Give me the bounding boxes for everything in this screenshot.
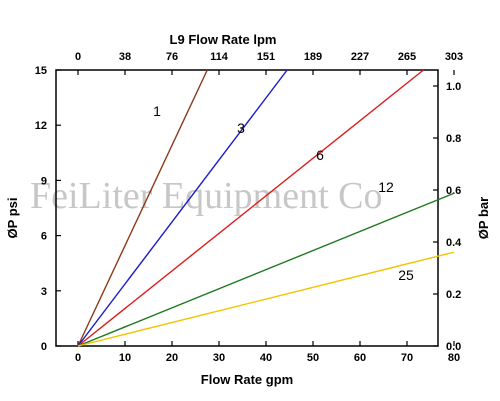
y-left-tick-label: 6 xyxy=(41,231,47,243)
y-right-tick-label: 0.6 xyxy=(446,185,461,197)
y-right-tick-label: 0.2 xyxy=(446,289,461,301)
top-tick-label: 0 xyxy=(75,51,81,63)
series-label-6: 6 xyxy=(316,147,324,163)
x-axis-title: Flow Rate gpm xyxy=(201,372,293,387)
top-tick-label: 303 xyxy=(445,51,463,63)
series-label-3: 3 xyxy=(237,120,245,136)
y-left-tick-label: 3 xyxy=(41,286,47,298)
series-label-12: 12 xyxy=(378,179,394,195)
top-tick-label: 38 xyxy=(119,51,131,63)
plot-frame xyxy=(55,69,439,347)
series-line-6 xyxy=(77,69,424,347)
top-tick-label: 76 xyxy=(166,51,178,63)
top-tick-label: 151 xyxy=(257,51,275,63)
y-right-tick-label: 1.0 xyxy=(446,81,461,93)
x-tick-label: 0 xyxy=(75,352,81,364)
x-tick-label: 70 xyxy=(401,352,413,364)
y-right-tick-label: 0.4 xyxy=(446,237,462,249)
series-line-1 xyxy=(77,69,208,347)
y-left-tick-label: 12 xyxy=(35,120,47,132)
x-tick-label: 30 xyxy=(213,352,225,364)
chart-title: L9 Flow Rate lpm xyxy=(170,32,277,47)
y-left-tick-label: 0 xyxy=(41,341,47,353)
series-line-25 xyxy=(77,251,455,347)
top-tick-label: 114 xyxy=(210,51,229,63)
top-tick-label: 189 xyxy=(304,51,322,63)
y-left-tick-label: 9 xyxy=(41,175,47,187)
x-tick-label: 20 xyxy=(166,352,178,364)
top-tick-label: 227 xyxy=(351,51,369,63)
x-tick-label: 10 xyxy=(119,352,131,364)
y-right-tick-label: 0.0 xyxy=(446,341,461,353)
x-tick-label: 80 xyxy=(448,352,460,364)
x-tick-label: 40 xyxy=(260,352,272,364)
series-label-25: 25 xyxy=(398,267,414,283)
series-line-3 xyxy=(77,69,288,347)
series-line-12 xyxy=(77,192,455,347)
y-right-axis-title: ØP bar xyxy=(476,197,491,239)
watermark: FeiLiter Equipment Co xyxy=(30,175,383,217)
x-tick-label: 60 xyxy=(354,352,366,364)
y-right-tick-label: 0.8 xyxy=(446,133,461,145)
top-tick-label: 265 xyxy=(398,51,416,63)
series-label-1: 1 xyxy=(153,103,161,119)
x-tick-label: 50 xyxy=(307,352,319,364)
y-left-tick-label: 15 xyxy=(35,65,47,77)
y-left-axis-title: ØP psi xyxy=(5,198,20,239)
